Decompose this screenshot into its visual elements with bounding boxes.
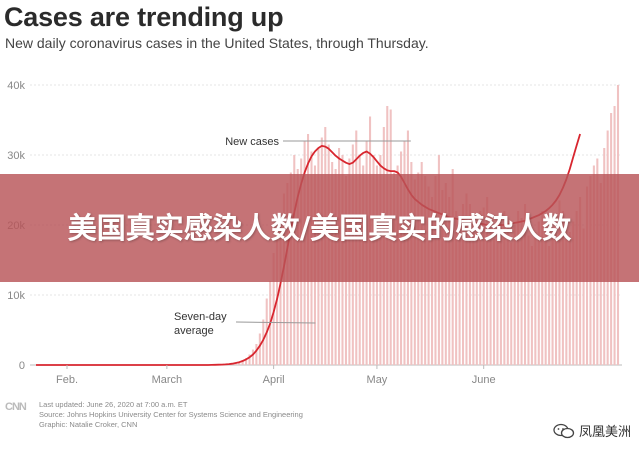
x-tick-label: Feb. [56, 374, 78, 386]
chart-title: Cases are trending up [4, 2, 284, 32]
daily-case-bar [251, 349, 254, 365]
daily-case-bar [582, 228, 585, 365]
source-notes: Last updated: June 26, 2020 at 7:00 a.m.… [39, 400, 303, 430]
daily-case-bar [572, 221, 575, 365]
wechat-icon [553, 423, 575, 438]
daily-case-bar [558, 200, 561, 365]
seven-day-average-label: Seven-day [174, 311, 227, 323]
daily-case-bar [248, 354, 251, 365]
daily-case-bar [548, 246, 551, 365]
daily-case-bar [499, 214, 502, 365]
daily-case-bar [492, 239, 496, 365]
daily-case-bar [513, 225, 516, 365]
y-tick-label: 40k [7, 80, 25, 92]
daily-case-bar [510, 242, 513, 365]
daily-case-bar [561, 211, 564, 365]
daily-case-bar [541, 211, 544, 365]
daily-case-bar [475, 232, 478, 365]
daily-case-bar [255, 344, 258, 365]
daily-case-bar [279, 218, 282, 365]
daily-case-bar [520, 218, 523, 365]
daily-case-bar [238, 361, 241, 365]
daily-case-bar [506, 221, 509, 365]
daily-case-bar [455, 211, 458, 365]
watermark-text: 凤凰美洲 [578, 425, 631, 440]
daily-case-bar [544, 228, 547, 365]
daily-case-bar [241, 360, 244, 365]
daily-case-bar [468, 204, 471, 365]
overlay-banner: 美国真实感染人数/美国真实的感染人数 [0, 174, 639, 282]
daily-case-bar [527, 235, 530, 365]
daily-case-bar [262, 319, 265, 365]
daily-case-bar [461, 204, 465, 365]
chart-subtitle: New daily coronavirus cases in the Unite… [5, 35, 429, 51]
source-line: Source: Johns Hopkins University Center … [39, 410, 303, 419]
y-tick-label: 0 [19, 360, 25, 372]
daily-case-bar [482, 207, 485, 365]
updated-line: Last updated: June 26, 2020 at 7:00 a.m.… [39, 400, 188, 409]
x-tick-label: May [367, 374, 388, 386]
daily-case-bar [503, 211, 506, 365]
daily-case-bar [472, 218, 475, 365]
daily-case-bar [537, 221, 540, 365]
watermark: 凤凰美洲 [553, 421, 631, 440]
cnn-logo: CNN [5, 401, 27, 413]
graphic-credit-line: Graphic: Natalie Croker, CNN [39, 420, 138, 429]
daily-case-bar [534, 232, 537, 365]
daily-case-bar [575, 211, 578, 365]
daily-case-bar [523, 204, 527, 365]
banner-text: 美国真实感染人数/美国真实的感染人数 [67, 211, 572, 245]
x-tick-label: June [472, 374, 496, 386]
y-tick-label: 30k [7, 150, 25, 162]
x-tick-label: April [263, 374, 285, 386]
daily-case-bar [458, 228, 461, 365]
daily-case-bar [489, 214, 492, 365]
daily-case-bar [565, 218, 568, 365]
new-cases-label: New cases [225, 136, 279, 148]
daily-case-bar [479, 211, 482, 365]
seven-day-average-label-line2: average [174, 325, 214, 337]
daily-case-bar [496, 232, 499, 365]
daily-case-bar [245, 358, 248, 365]
daily-case-bar [517, 211, 520, 365]
annotation-leader [235, 321, 316, 324]
x-tick-label: March [152, 374, 183, 386]
daily-case-bar [258, 333, 261, 365]
daily-case-bar [554, 218, 558, 365]
daily-case-bar [568, 232, 571, 365]
daily-case-bar [234, 362, 237, 365]
daily-case-bar [551, 235, 554, 365]
y-tick-label: 10k [7, 290, 25, 302]
daily-case-bar [530, 246, 533, 365]
